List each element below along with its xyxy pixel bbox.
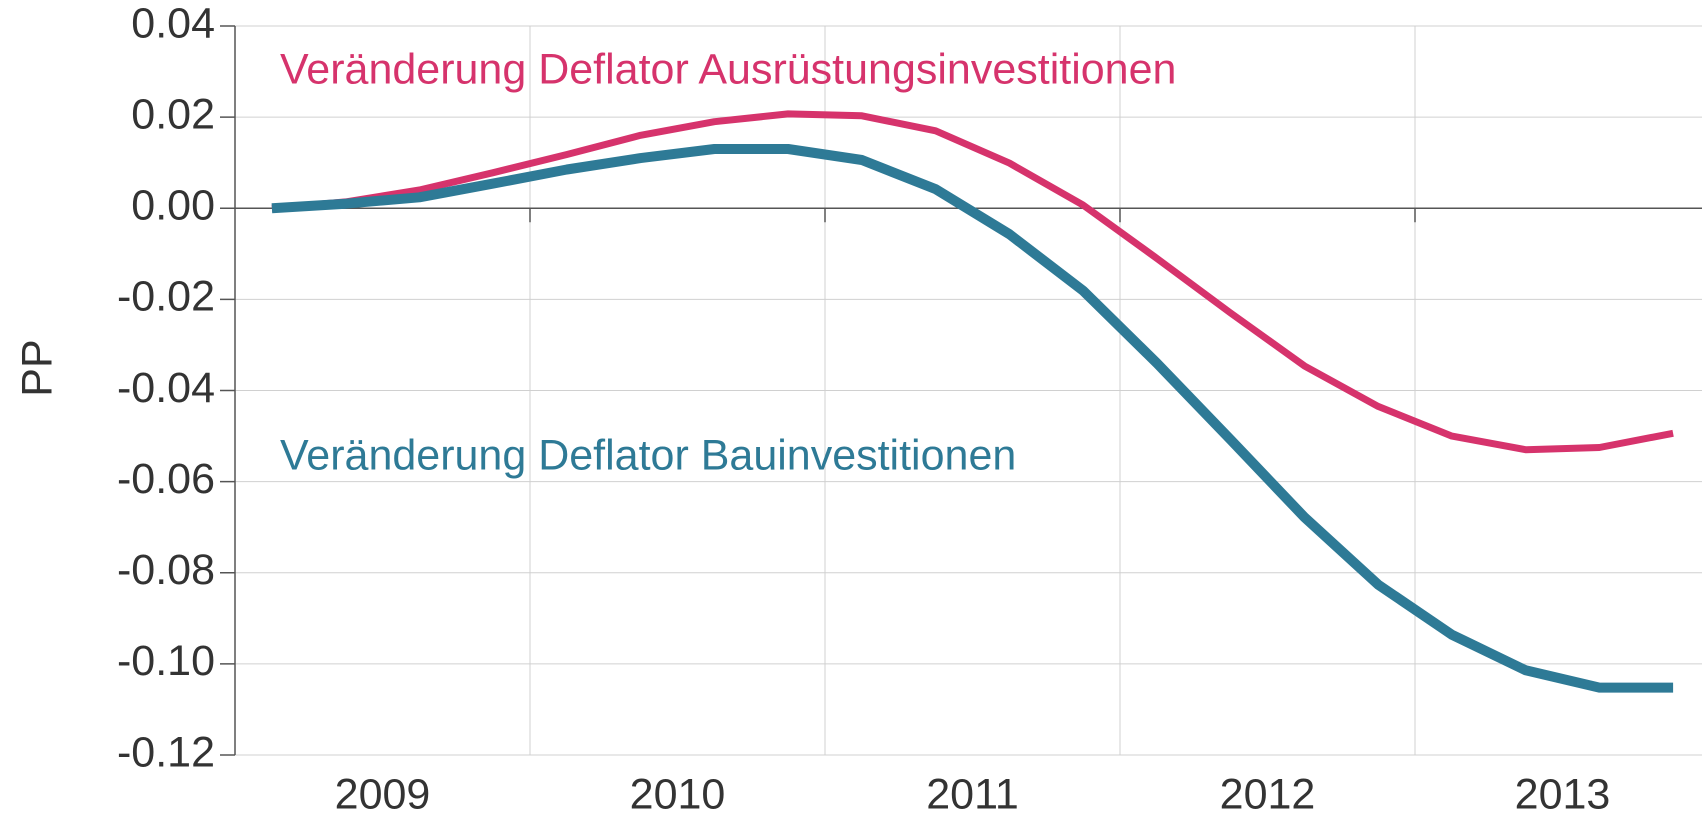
y-axis-label: PP bbox=[13, 339, 61, 396]
y-tick-label: -0.06 bbox=[117, 455, 215, 503]
y-tick-label: -0.10 bbox=[117, 637, 215, 685]
line-series bbox=[271, 110, 1674, 454]
x-tick-label: 2009 bbox=[335, 770, 431, 818]
x-tick-label: 2011 bbox=[926, 770, 1018, 818]
y-tick-label: -0.08 bbox=[117, 546, 215, 594]
x-tick-label: 2012 bbox=[1220, 770, 1316, 818]
series-label: Veränderung Deflator Bauinvestitionen bbox=[280, 431, 1016, 479]
x-tick-label: 2013 bbox=[1515, 770, 1611, 818]
line-series bbox=[271, 144, 1674, 693]
y-tick-label: 0.02 bbox=[131, 90, 215, 138]
y-tick-label: 0.04 bbox=[131, 0, 215, 47]
y-tick-label: -0.12 bbox=[117, 728, 215, 776]
x-tick-label: 2010 bbox=[630, 770, 726, 818]
series-label: Veränderung Deflator Ausrüstungsinvestit… bbox=[280, 45, 1176, 93]
y-tick-label: -0.02 bbox=[117, 273, 215, 321]
y-tick-label: 0.00 bbox=[131, 182, 215, 230]
y-tick-label: -0.04 bbox=[117, 364, 215, 412]
